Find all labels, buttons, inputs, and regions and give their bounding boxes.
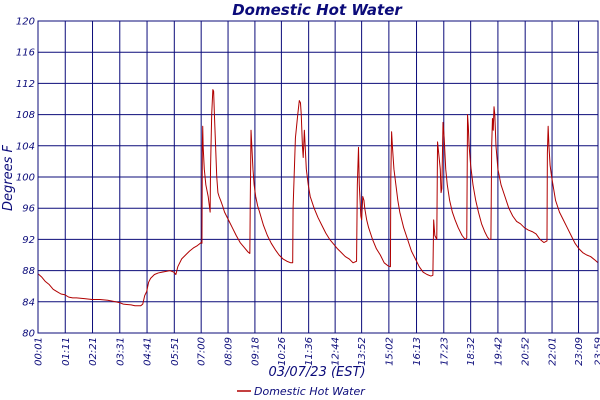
y-tick-label: 120 [16,17,35,28]
x-axis-label: 03/07/23 (EST) [268,365,365,380]
x-tick-label: 23:59 [594,337,600,366]
x-tick-label: 13:52 [357,337,368,366]
legend: Domestic Hot Water [237,385,366,398]
x-tick-label: 16:13 [412,337,423,366]
x-tick-label: 22:01 [548,337,559,366]
y-tick-label: 96 [22,204,35,215]
y-tick-label: 88 [22,266,35,277]
y-tick-label: 112 [16,79,35,90]
x-tick-label: 05:51 [170,337,181,366]
chart-title: Domestic Hot Water [232,1,403,19]
x-tick-label: 04:41 [143,337,154,366]
x-tick-label: 01:11 [61,337,72,366]
y-tick-label: 108 [16,110,35,121]
x-tick-label: 19:42 [493,337,504,366]
x-tick-label: 18:32 [466,337,477,366]
x-tick-label: 17:23 [439,337,450,366]
y-tick-label: 104 [16,141,35,152]
x-tick-label: 23:09 [574,337,585,366]
x-tick-label: 02:21 [88,337,99,366]
plot-frame [37,20,599,334]
x-tick-label: 03:31 [115,337,126,366]
x-tick-label: 15:02 [384,337,395,366]
x-tick-label: 10:26 [277,337,288,366]
x-tick-label: 08:09 [224,337,235,366]
y-tick-label: 100 [16,173,35,184]
x-tick-label: 12:44 [331,337,342,366]
x-axis-ticks: 00:01 01:11 02:21 03:31 04:41 05:51 07:00 08:09… [34,337,600,366]
x-tick-label: 07:00 [197,337,208,366]
legend-label: Domestic Hot Water [254,385,366,398]
grid [37,20,599,334]
y-tick-label: 116 [16,48,35,59]
series-line-domestic-hot-water [37,89,599,307]
x-tick-label: 00:01 [34,337,45,366]
y-tick-label: 84 [22,297,35,308]
x-tick-label: 20:52 [521,337,532,366]
y-tick-label: 92 [22,235,35,246]
y-axis-label: Degrees F [1,144,16,211]
y-tick-label: 80 [22,329,35,340]
x-tick-label: 11:36 [304,337,315,366]
x-tick-label: 09:18 [250,337,261,366]
y-axis-ticks: 80 84 88 92 96 100 104 108 112 116 120 [16,17,35,340]
